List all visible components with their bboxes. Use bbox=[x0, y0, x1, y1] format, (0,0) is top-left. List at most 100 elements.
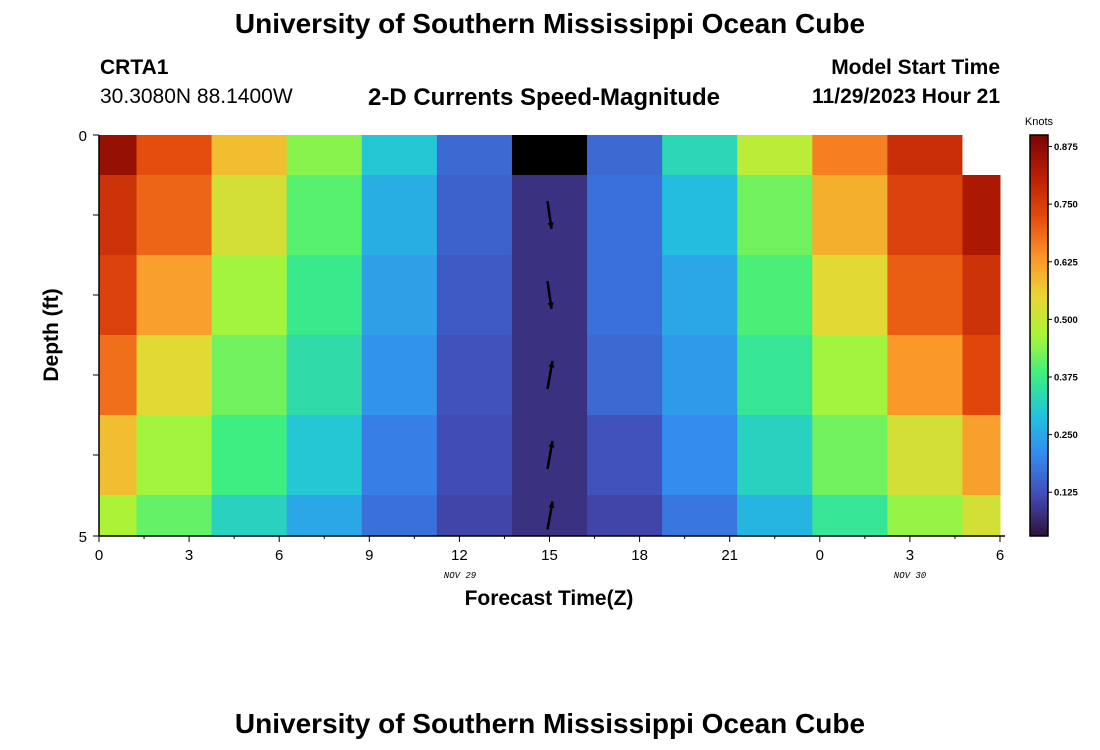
heatmap-cell bbox=[812, 175, 888, 256]
y-tick-label: 5 bbox=[79, 529, 87, 546]
heatmap-cell bbox=[662, 495, 738, 537]
heatmap-cell bbox=[361, 495, 438, 537]
heatmap-cell bbox=[737, 495, 813, 537]
date-label-nov30: NOV 30 bbox=[894, 571, 927, 581]
heatmap-cell bbox=[662, 135, 738, 176]
heatmap-cell bbox=[587, 415, 663, 496]
heatmap-cell bbox=[662, 415, 738, 496]
x-axis-label: Forecast Time(Z) bbox=[465, 587, 634, 610]
heatmap-cell bbox=[361, 175, 438, 256]
heatmap-cell bbox=[211, 415, 288, 496]
colorbar-tick-label: 0.375 bbox=[1054, 372, 1078, 383]
colorbar bbox=[1029, 134, 1049, 537]
heatmap-cell bbox=[587, 255, 663, 336]
page-title: University of Southern Mississippi Ocean… bbox=[234, 8, 866, 39]
station-name: CRTA1 bbox=[100, 56, 169, 79]
heatmap-cell bbox=[436, 255, 513, 336]
heatmap-cell bbox=[812, 415, 888, 496]
heatmap-cell bbox=[361, 255, 438, 336]
x-tick-label: 18 bbox=[631, 547, 648, 564]
y-axis-label: Depth (ft) bbox=[40, 288, 63, 381]
heatmap-cell bbox=[962, 415, 1001, 496]
colorbar-tick-label: 0.750 bbox=[1054, 200, 1078, 211]
heatmap-cell bbox=[99, 495, 138, 537]
x-tick-label: 12 bbox=[451, 547, 468, 564]
x-tick-label: 21 bbox=[721, 547, 738, 564]
heatmap-cell bbox=[887, 255, 963, 336]
heatmap-cell bbox=[737, 415, 813, 496]
current-vector-arrow bbox=[546, 501, 555, 530]
colorbar-tick-label: 0.125 bbox=[1054, 488, 1078, 499]
x-tick-label: 15 bbox=[541, 547, 558, 564]
heatmap-cell bbox=[887, 415, 963, 496]
heatmap-cell bbox=[99, 335, 138, 416]
heatmap-cell bbox=[211, 175, 288, 256]
heatmap-cell bbox=[136, 495, 213, 537]
model-start-label: Model Start Time bbox=[831, 56, 1000, 79]
heatmap-cell bbox=[211, 335, 288, 416]
heatmap-cell bbox=[962, 335, 1001, 416]
heatmap-cell bbox=[286, 255, 363, 336]
heatmap-cell bbox=[587, 175, 663, 256]
current-vector-arrow bbox=[546, 440, 555, 470]
heatmap-cell bbox=[211, 495, 288, 537]
date-label-nov29: NOV 29 bbox=[444, 571, 477, 581]
chart-title: 2-D Currents Speed-Magnitude bbox=[368, 84, 721, 111]
x-tick-label: 6 bbox=[996, 547, 1004, 564]
heatmap-cell bbox=[211, 135, 288, 176]
heatmap-cell bbox=[436, 135, 513, 176]
heatmap-cell bbox=[436, 335, 513, 416]
x-tick-label: 0 bbox=[95, 547, 103, 564]
heatmap-cell bbox=[962, 135, 1001, 176]
heatmap-cell bbox=[211, 255, 288, 336]
heatmap-cell bbox=[962, 255, 1001, 336]
heatmap-cell bbox=[962, 495, 1001, 537]
colorbar-tick-label: 0.875 bbox=[1054, 142, 1078, 153]
heatmap-cell bbox=[436, 415, 513, 496]
heatmap-cell bbox=[812, 335, 888, 416]
heatmap-cell bbox=[286, 495, 363, 537]
heatmap-cell bbox=[436, 175, 513, 256]
x-tick-label: 3 bbox=[185, 547, 193, 564]
model-start-value: 11/29/2023 Hour 21 bbox=[812, 85, 1000, 108]
heatmap-cell bbox=[286, 335, 363, 416]
colorbar-tick-label: 0.625 bbox=[1054, 257, 1078, 268]
colorbar-tick-label: 0.250 bbox=[1054, 430, 1078, 441]
colorbar-label: Knots bbox=[1025, 116, 1054, 128]
heatmap-cell bbox=[587, 495, 663, 537]
heatmap-cell bbox=[99, 135, 138, 176]
heatmap-cell bbox=[286, 415, 363, 496]
heatmap-cell bbox=[887, 175, 963, 256]
heatmap-cell bbox=[99, 255, 138, 336]
heatmap-cell bbox=[511, 135, 588, 176]
heatmap-cell bbox=[812, 255, 888, 336]
heatmap-cell bbox=[587, 335, 663, 416]
current-vector-arrow bbox=[546, 360, 555, 390]
heatmap-cell bbox=[812, 495, 888, 537]
heatmap-cell bbox=[887, 335, 963, 416]
x-tick-label: 9 bbox=[365, 547, 373, 564]
heatmap-cell bbox=[887, 135, 963, 176]
heatmap-cell bbox=[361, 335, 438, 416]
current-vector-arrow bbox=[546, 200, 554, 230]
heatmap-cell bbox=[136, 335, 213, 416]
heatmap-cell bbox=[136, 175, 213, 256]
heatmap-cell bbox=[737, 175, 813, 256]
y-tick-label: 0 bbox=[79, 128, 87, 145]
heatmap-cell bbox=[662, 335, 738, 416]
heatmap-cell bbox=[662, 255, 738, 336]
heatmap-cell bbox=[812, 135, 888, 176]
heatmap-cell bbox=[361, 135, 438, 176]
heatmap-cell bbox=[662, 175, 738, 256]
heatmap-cell bbox=[286, 135, 363, 176]
heatmap-cell bbox=[136, 135, 213, 176]
x-tick-label: 0 bbox=[816, 547, 824, 564]
heatmap-cell bbox=[136, 415, 213, 496]
heatmap-cell bbox=[136, 255, 213, 336]
heatmap-cell bbox=[436, 495, 513, 537]
x-tick-label: 6 bbox=[275, 547, 283, 564]
x-tick-label: 3 bbox=[906, 547, 914, 564]
heatmap-cell bbox=[737, 255, 813, 336]
heatmap-cell bbox=[962, 175, 1001, 256]
